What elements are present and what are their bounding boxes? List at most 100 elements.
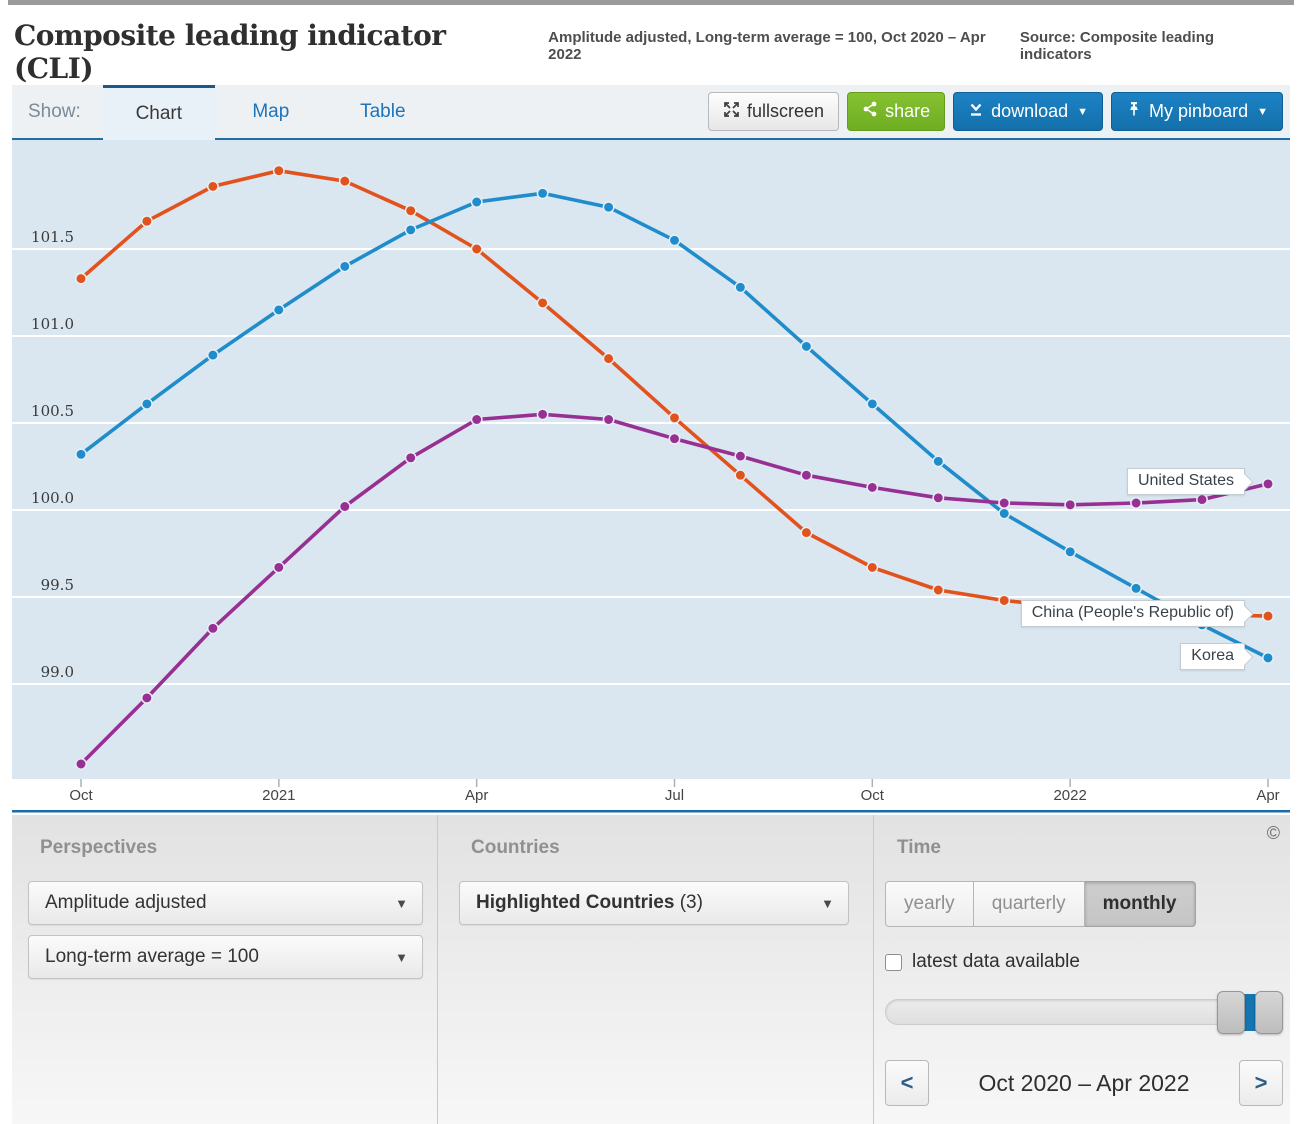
data-point[interactable] — [75, 448, 87, 461]
pushpin-icon — [1126, 101, 1142, 122]
data-point[interactable] — [536, 408, 549, 421]
data-point[interactable] — [1064, 498, 1077, 511]
data-point[interactable] — [338, 260, 351, 273]
data-point[interactable] — [1262, 651, 1274, 664]
frequency-yearly-button[interactable]: yearly — [885, 881, 974, 927]
data-point[interactable] — [404, 451, 417, 464]
data-point[interactable] — [998, 507, 1011, 520]
tab-chart[interactable]: Chart — [102, 85, 215, 140]
data-point[interactable] — [470, 196, 483, 208]
perspective-dropdown-2[interactable]: Long-term average = 100 ▼ — [28, 935, 423, 979]
data-point[interactable] — [206, 349, 219, 362]
perspective-dropdown-1[interactable]: Amplitude adjusted ▼ — [28, 881, 423, 925]
x-axis-tick-label: 2021 — [262, 787, 295, 804]
data-point[interactable] — [998, 594, 1011, 607]
data-point[interactable] — [602, 352, 615, 365]
download-caret-icon: ▼ — [1077, 105, 1089, 118]
data-point[interactable] — [140, 215, 153, 228]
data-point[interactable] — [800, 469, 813, 482]
data-point[interactable] — [206, 180, 219, 193]
data-point[interactable] — [536, 187, 549, 200]
frequency-selector: yearly quarterly monthly — [885, 881, 1196, 927]
data-point[interactable] — [734, 281, 747, 294]
time-range-slider[interactable] — [885, 991, 1283, 1034]
data-point[interactable] — [75, 758, 87, 770]
x-axis-tick-label: 2022 — [1053, 787, 1086, 804]
chart-canvas[interactable]: 101.5 101.0 100.5 100.0 99.5 99.0 Oct 2021 Apr Ju… — [12, 140, 1290, 813]
time-nav-row: < Oct 2020 – Apr 2022 > — [885, 1060, 1283, 1106]
countries-dropdown[interactable]: Highlighted Countries (3) ▼ — [459, 881, 849, 925]
data-point[interactable] — [536, 296, 549, 309]
data-point[interactable] — [1196, 493, 1208, 506]
slider-handle-start[interactable] — [1217, 991, 1245, 1034]
slider-handle-end[interactable] — [1255, 991, 1283, 1034]
share-button-label: share — [885, 101, 931, 121]
callout-united-states: United States — [1126, 468, 1245, 495]
data-point[interactable] — [1130, 497, 1143, 509]
data-point[interactable] — [734, 469, 747, 482]
copyright-icon[interactable]: © — [1266, 823, 1280, 843]
plot-background — [12, 140, 1290, 779]
data-point[interactable] — [404, 204, 417, 217]
y-axis-tick-label: 100.5 — [31, 402, 74, 420]
data-point[interactable] — [470, 243, 483, 255]
x-axis-tick-label: Oct — [69, 787, 93, 804]
share-button[interactable]: share — [847, 92, 946, 131]
data-point[interactable] — [602, 413, 615, 426]
data-point[interactable] — [272, 303, 285, 316]
next-period-button[interactable]: > — [1239, 1060, 1283, 1106]
fullscreen-icon — [723, 101, 740, 123]
data-point[interactable] — [668, 234, 681, 247]
pinboard-button[interactable]: My pinboard ▼ — [1111, 92, 1283, 131]
fullscreen-button[interactable]: fullscreen — [708, 92, 840, 131]
x-axis-tick-label: Oct — [861, 787, 885, 804]
perspectives-heading: Perspectives — [40, 837, 158, 858]
tab-table[interactable]: Table — [360, 100, 406, 122]
data-point[interactable] — [75, 272, 87, 285]
data-point[interactable] — [932, 584, 945, 596]
data-point[interactable] — [272, 561, 285, 574]
data-point[interactable] — [338, 175, 351, 188]
latest-data-checkbox[interactable] — [885, 953, 902, 971]
data-point[interactable] — [866, 481, 879, 494]
data-point[interactable] — [1262, 610, 1274, 623]
y-axis-tick-label: 99.5 — [41, 576, 74, 594]
data-point[interactable] — [734, 450, 747, 463]
data-point[interactable] — [1130, 582, 1143, 595]
slider-track[interactable] — [885, 999, 1283, 1025]
data-point[interactable] — [1064, 545, 1077, 558]
frequency-quarterly-button[interactable]: quarterly — [973, 881, 1085, 927]
data-point[interactable] — [1262, 477, 1274, 490]
source-label: Source: Composite leading indicators — [1019, 29, 1215, 63]
countries-heading: Countries — [471, 837, 560, 858]
countries-dropdown-count: (3) — [674, 892, 703, 913]
data-point[interactable] — [404, 223, 417, 236]
data-point[interactable] — [932, 455, 945, 468]
data-point[interactable] — [866, 561, 879, 574]
data-point[interactable] — [998, 497, 1011, 509]
data-point[interactable] — [272, 164, 285, 177]
prev-period-button[interactable]: < — [885, 1060, 929, 1106]
perspective-dropdown-2-value: Long-term average = 100 — [45, 946, 259, 967]
data-point[interactable] — [602, 201, 615, 214]
page-subtitle: Amplitude adjusted, Long-term average = … — [548, 29, 986, 63]
data-point[interactable] — [206, 622, 219, 635]
data-point[interactable] — [800, 340, 813, 353]
data-point[interactable] — [140, 397, 153, 410]
data-point[interactable] — [470, 413, 483, 426]
top-rule — [8, 0, 1294, 5]
data-point[interactable] — [140, 691, 153, 704]
data-point[interactable] — [338, 500, 351, 513]
pinboard-caret-icon: ▼ — [1257, 105, 1268, 118]
frequency-monthly-button[interactable]: monthly — [1084, 881, 1196, 927]
data-point[interactable] — [932, 491, 945, 504]
data-point[interactable] — [800, 526, 813, 539]
data-point[interactable] — [866, 397, 879, 410]
y-axis-tick-label: 101.5 — [31, 228, 74, 246]
tab-map[interactable]: Map — [252, 100, 290, 122]
share-icon — [862, 101, 878, 122]
download-button[interactable]: download ▼ — [953, 92, 1104, 131]
data-point[interactable] — [668, 432, 681, 445]
data-point[interactable] — [668, 411, 681, 424]
x-axis-line — [12, 810, 1290, 813]
